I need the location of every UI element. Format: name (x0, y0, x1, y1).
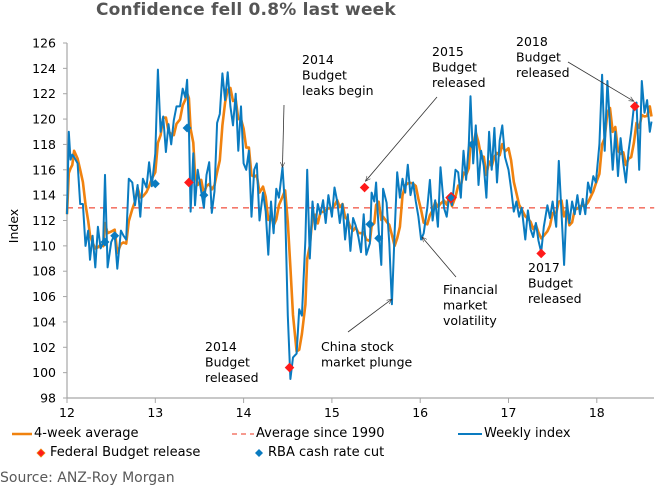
marker-federal-budget-release (536, 248, 546, 259)
annotation-line: Budget (205, 355, 250, 370)
annotation-line: 2014 (302, 52, 334, 67)
marker-rba-cash-rate-cut (199, 190, 209, 200)
series-weekly-index (66, 68, 653, 380)
legend-label: 4-week average (34, 426, 139, 441)
y-tick-label: 122 (32, 86, 56, 101)
x-tick-label: 15 (324, 405, 340, 420)
x-tick-label: 16 (412, 405, 428, 420)
annotation-budget-2014-leaks: 2014 Budget leaks begin (302, 52, 374, 98)
annotation-line: China stock (321, 339, 395, 354)
annotation-arrow (347, 299, 392, 333)
x-tick-label: 18 (589, 405, 605, 420)
annotation-budget-2015-released: 2015 Budget released (432, 44, 486, 90)
annotation-arrow (422, 237, 457, 278)
marker-rba-cash-rate-cut (110, 231, 120, 241)
y-tick-label: 104 (32, 314, 56, 329)
marker-rba-cash-rate-cut (182, 123, 192, 133)
annotation-budget-2017-released: 2017 Budget released (528, 260, 582, 306)
annotation-line: released (528, 291, 582, 306)
x-tick-label: 17 (501, 405, 517, 420)
marker-federal-budget-release (445, 191, 457, 204)
y-tick-label: 100 (32, 365, 56, 380)
annotation-budget-2018-released: 2018 Budget released (516, 34, 570, 80)
legend-label: Weekly index (484, 426, 571, 441)
marker-rba-cash-rate-cut (100, 237, 110, 247)
y-tick-label: 114 (32, 188, 56, 203)
y-axis-label: Index (6, 209, 21, 243)
y-tick-label: 124 (32, 61, 56, 76)
legend-label: Federal Budget release (50, 445, 201, 460)
y-tick-label: 116 (32, 162, 56, 177)
series-4-week-average (65, 86, 653, 353)
axes: 98 100 102 104 106 108 110 112 114 116 118 120 122 12… (32, 36, 654, 420)
annotation-line: 2018 (516, 34, 548, 49)
source-note: Source: ANZ-Roy Morgan (0, 470, 175, 486)
annotation-line: market plunge (321, 355, 413, 370)
annotation-line: released (432, 75, 486, 90)
annotation-line: Financial (443, 282, 498, 297)
annotation-line: volatility (443, 313, 497, 328)
marker-rba-cash-rate-cut (467, 139, 477, 149)
annotation-arrow (567, 61, 634, 101)
legend-item-weekly-index: Weekly index (458, 426, 571, 441)
annotation-china-plunge: China stock market plunge (321, 339, 413, 370)
marker-rba-cash-rate-cut (374, 233, 384, 243)
y-tick-label: 98 (40, 391, 56, 406)
annotation-arrow (282, 104, 284, 167)
legend-item-average-since-1990: Average since 1990 (232, 426, 385, 441)
y-tick-label: 120 (32, 112, 56, 127)
annotation-line: Budget (432, 60, 477, 75)
annotation-line: Budget (516, 50, 561, 65)
annotation-line: 2015 (432, 44, 464, 59)
annotation-financial-volatility: Financial market volatility (443, 282, 498, 328)
chart-title: Confidence fell 0.8% last week (96, 0, 396, 20)
x-tick-label: 14 (236, 405, 252, 420)
line-weekly-index (66, 68, 653, 380)
x-tick-label: 13 (147, 405, 163, 420)
chart-plot: 98 100 102 104 106 108 110 112 114 116 118 120 122 12… (6, 34, 655, 420)
x-tick-label: 12 (59, 405, 75, 420)
annotation-line: 2017 (528, 260, 560, 275)
legend-label: Average since 1990 (256, 426, 385, 441)
marker-rba-cash-rate-cut (365, 219, 375, 229)
annotation-line: market (443, 298, 487, 313)
annotation-line: released (205, 370, 259, 385)
annotation-budget-2014-released: 2014 Budget released (205, 339, 259, 385)
event-markers (100, 101, 640, 373)
legend-item-federal-budget-release: Federal Budget release (34, 445, 200, 460)
line-4-week-average (65, 86, 653, 353)
annotation-line: released (516, 65, 570, 80)
legend-swatch-blue-line (458, 432, 482, 435)
legend-swatch-dashed-line (232, 432, 254, 435)
y-tick-label: 106 (32, 289, 56, 304)
annotation-line: Budget (302, 68, 347, 83)
diamond-red-icon (36, 447, 46, 458)
annotation-line: 2014 (205, 339, 237, 354)
y-tick-label: 126 (32, 36, 56, 51)
annotation-arrow (365, 96, 438, 181)
annotation-line: leaks begin (302, 83, 374, 98)
y-tick-label: 118 (32, 137, 56, 152)
annotation-line: Budget (528, 276, 573, 291)
legend-swatch-orange-line (12, 432, 32, 435)
legend-item-4-week-average: 4-week average (12, 426, 138, 441)
marker-federal-budget-release (629, 101, 640, 112)
legend-label: RBA cash rate cut (268, 445, 385, 460)
legend-item-rba-cash-rate-cut: RBA cash rate cut (252, 445, 384, 460)
marker-federal-budget-release (359, 182, 370, 193)
y-tick-label: 112 (32, 213, 56, 228)
y-tick-label: 102 (32, 340, 56, 355)
marker-rba-cash-rate-cut (150, 179, 160, 189)
y-tick-label: 108 (32, 264, 56, 279)
y-tick-label: 110 (32, 238, 56, 253)
diamond-blue-icon (255, 448, 263, 457)
marker-federal-budget-release (184, 177, 194, 188)
marker-federal-budget-release (284, 362, 295, 373)
